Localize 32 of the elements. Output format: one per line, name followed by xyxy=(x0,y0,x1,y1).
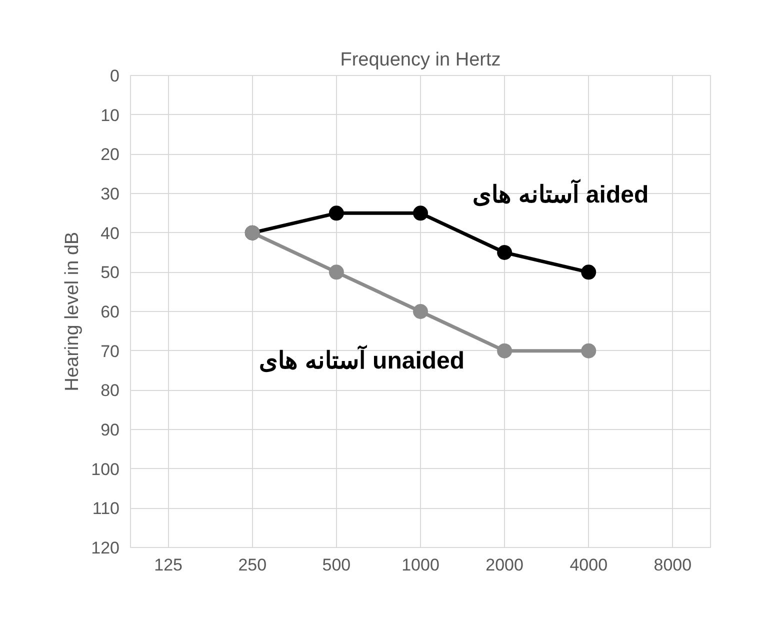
y-tick-label: 40 xyxy=(100,224,120,243)
x-tick-label: 8000 xyxy=(654,556,692,574)
y-tick-label: 50 xyxy=(100,263,120,282)
x-tick-label: 4000 xyxy=(570,556,608,574)
point xyxy=(328,206,344,221)
y-tick-label: 60 xyxy=(100,302,120,322)
point xyxy=(413,304,428,319)
y-tick-label: 110 xyxy=(92,499,120,518)
x-tick-label: 1000 xyxy=(402,556,440,574)
x-tick-label: 2000 xyxy=(486,556,524,574)
y-tick-label: 30 xyxy=(100,184,120,204)
x-axis-title: Frequency in Hertz xyxy=(340,50,501,70)
y-tick-label: 0 xyxy=(110,66,120,86)
y-tick-label: 10 xyxy=(100,106,120,125)
point xyxy=(497,343,512,358)
y-tick-label: 20 xyxy=(100,145,120,164)
series-label: آستانه های unaided xyxy=(259,344,465,374)
y-tick-label: 80 xyxy=(100,381,120,400)
y-tick-label: 100 xyxy=(91,460,120,479)
point xyxy=(413,206,428,221)
x-tick-label: 500 xyxy=(322,556,351,574)
point xyxy=(581,264,596,280)
x-tick-label: 125 xyxy=(154,556,183,574)
y-tick-label: 120 xyxy=(91,538,120,558)
point xyxy=(328,264,344,280)
point xyxy=(497,245,512,260)
point xyxy=(581,343,596,358)
series-label: آستانه های aided xyxy=(472,178,649,209)
y-axis-title: Hearing level in dB xyxy=(62,232,84,392)
x-tick-label: 250 xyxy=(238,556,267,574)
y-tick-label: 90 xyxy=(100,420,120,440)
y-tick-label: 70 xyxy=(100,342,120,361)
